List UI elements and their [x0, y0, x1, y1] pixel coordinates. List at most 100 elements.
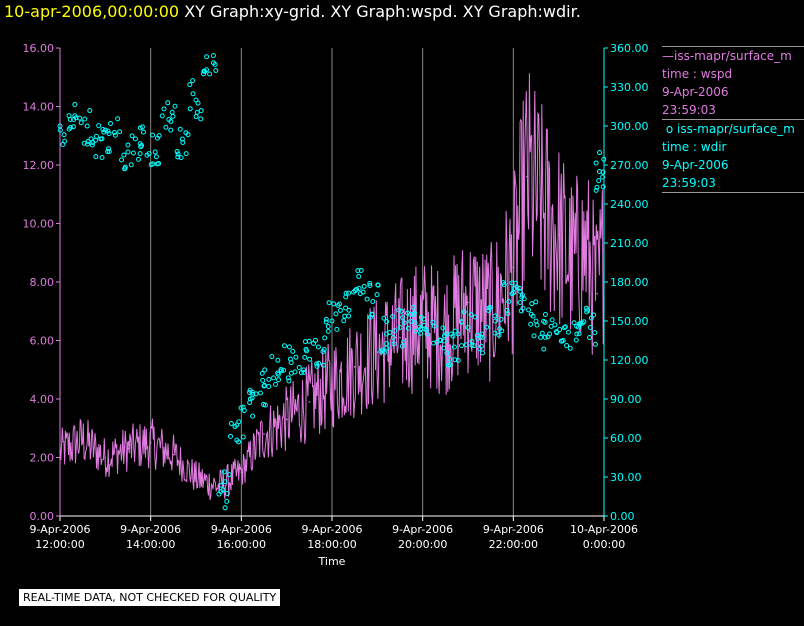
legend-wdir-time: 23:59:03 — [662, 176, 716, 190]
wdir-point — [302, 339, 308, 345]
wdir-point — [492, 313, 498, 319]
wdir-point — [278, 368, 284, 374]
wdir-point — [139, 124, 145, 130]
wdir-point — [290, 348, 296, 354]
wdir-point — [228, 421, 234, 427]
wdir-point — [517, 288, 523, 294]
wdir-point — [514, 285, 520, 291]
wdir-point — [177, 126, 183, 132]
wdir-point — [221, 469, 227, 475]
wdir-point — [430, 319, 436, 325]
wdir-point — [219, 482, 225, 488]
wdir-point — [421, 322, 427, 328]
legend: —iss-mapr/surface_m time : wspd 9-Apr-20… — [662, 46, 804, 193]
wspd-point — [172, 453, 175, 456]
wdir-point — [587, 335, 593, 341]
wspd-point — [353, 366, 356, 368]
wdir-point — [107, 120, 113, 126]
wdir-point — [174, 149, 180, 155]
wdir-point — [129, 133, 135, 139]
axes — [56, 47, 608, 521]
wdir-point — [159, 113, 165, 119]
y-left-tick-label: 0.00 — [30, 510, 55, 523]
wdir-point — [405, 325, 411, 331]
x-tick-label: 9-Apr-2006 — [483, 523, 544, 536]
wdir-point — [275, 371, 281, 377]
wdir-point — [194, 109, 200, 115]
wspd-point — [571, 263, 574, 266]
wdir-point — [105, 149, 111, 155]
x-tick-label: 22:00:00 — [489, 538, 538, 551]
wdir-point — [247, 390, 253, 396]
wdir-point — [498, 316, 504, 322]
wdir-point — [190, 91, 196, 97]
wspd-point — [399, 336, 401, 339]
wdir-point — [201, 71, 207, 77]
wdir-point — [400, 315, 406, 321]
wdir-point — [504, 307, 510, 313]
wdir-point — [452, 328, 458, 334]
wdir-point — [336, 301, 342, 307]
wdir-point — [334, 326, 340, 332]
wdir-point — [87, 108, 93, 114]
wdir-point — [593, 187, 599, 193]
y-right-tick-label: 90.00 — [610, 393, 642, 406]
wdir-point — [198, 116, 204, 122]
wspd-series — [59, 73, 605, 501]
x-tick-label: 14:00:00 — [126, 538, 175, 551]
wdir-point — [418, 326, 424, 332]
wdir-point — [542, 334, 548, 340]
wdir-point — [600, 174, 606, 180]
wdir-point — [276, 377, 282, 383]
wdir-point — [105, 128, 111, 134]
wdir-point — [106, 148, 112, 154]
wdir-point — [600, 184, 606, 190]
wspd-point — [596, 292, 598, 295]
wdir-point — [342, 313, 348, 319]
legend-wspd-time: 23:59:03 — [662, 103, 716, 117]
wspd-point — [557, 234, 560, 236]
wdir-point — [413, 328, 419, 334]
wdir-point — [216, 491, 222, 497]
x-tick-label: 0:00:00 — [583, 538, 625, 551]
wdir-point — [175, 151, 181, 157]
wdir-point — [261, 382, 267, 388]
wdir-point — [361, 283, 367, 289]
wdir-point — [517, 299, 523, 305]
wdir-point — [480, 350, 486, 356]
x-axis-label: Time — [318, 555, 346, 568]
wspd-point — [81, 439, 84, 441]
wdir-point — [187, 82, 193, 88]
wdir-point — [236, 419, 242, 425]
wdir-point — [112, 132, 118, 138]
wdir-point — [450, 333, 456, 339]
wdir-point — [597, 150, 603, 156]
wdir-point — [190, 78, 196, 84]
wdir-point — [496, 332, 502, 338]
wspd-point — [585, 249, 587, 251]
wdir-point — [185, 132, 191, 138]
y-right-tick-label: 60.00 — [610, 432, 642, 445]
wdir-point — [528, 321, 534, 327]
wdir-point — [378, 348, 384, 354]
wdir-point — [140, 129, 146, 135]
wdir-point — [562, 324, 568, 330]
wdir-point — [587, 325, 593, 330]
wdir-point — [355, 268, 361, 274]
wspd-point — [195, 477, 197, 479]
wdir-point — [99, 154, 105, 160]
wdir-point — [93, 133, 99, 139]
wdir-point — [322, 335, 328, 341]
wdir-point — [121, 152, 127, 158]
wdir-point — [447, 356, 453, 362]
wdir-point — [72, 102, 78, 108]
legend-wdir-var: time : wdir — [662, 140, 727, 154]
wdir-point — [250, 413, 256, 419]
wdir-point — [273, 381, 279, 387]
wdir-point — [567, 345, 573, 351]
wdir-point — [484, 324, 490, 330]
wdir-point — [533, 299, 539, 305]
legend-divider — [662, 192, 804, 193]
wdir-point — [412, 320, 418, 326]
legend-wspd-source: —iss-mapr/surface_m — [662, 49, 792, 63]
